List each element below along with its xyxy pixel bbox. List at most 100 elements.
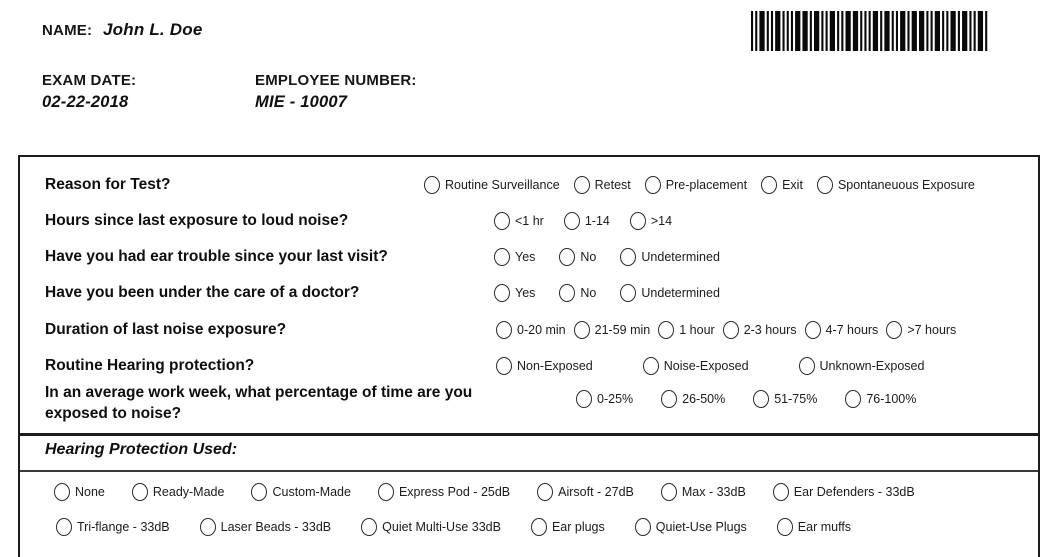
radio-button-icon[interactable]	[642, 357, 659, 375]
radio-button-icon[interactable]	[377, 483, 394, 501]
radio-button-icon[interactable]	[361, 518, 378, 536]
question-row: In an average work week, what percentage…	[20, 381, 1038, 422]
radio-option[interactable]: Express Pod - 25dB	[377, 483, 510, 501]
radio-option[interactable]: <1 hr	[494, 212, 544, 230]
radio-option[interactable]: >14	[629, 212, 672, 230]
radio-option[interactable]: Spontaneuous Exposure	[816, 176, 975, 194]
radio-option[interactable]: 76-100%	[845, 390, 916, 408]
radio-button-icon[interactable]	[131, 483, 148, 501]
radio-option-label: 0-25%	[597, 392, 634, 406]
radio-option[interactable]: 0-20 min	[496, 321, 566, 339]
radio-option[interactable]: Unknown-Exposed	[798, 357, 924, 375]
section-divider-top	[20, 433, 1038, 436]
radio-option[interactable]: 4-7 hours	[804, 321, 878, 339]
radio-button-icon[interactable]	[559, 284, 576, 302]
radio-option[interactable]: 21-59 min	[573, 321, 650, 339]
question-options: Routine Surveillance Retest Pre-placement E…	[424, 167, 975, 203]
radio-option-label: Tri-flange - 33dB	[77, 520, 170, 534]
radio-option[interactable]: >7 hours	[886, 321, 956, 339]
radio-button-icon[interactable]	[56, 518, 72, 536]
radio-button-icon[interactable]	[573, 321, 590, 339]
radio-option[interactable]: Yes	[494, 248, 535, 266]
radio-button-icon[interactable]	[496, 321, 512, 339]
radio-button-icon[interactable]	[753, 390, 770, 408]
radio-option[interactable]: 0-25%	[576, 390, 633, 408]
radio-option-label: Pre-placement	[665, 178, 748, 192]
radio-option[interactable]: 1 hour	[658, 321, 715, 339]
employee-number-label: EMPLOYEE NUMBER:	[255, 72, 417, 89]
radio-option[interactable]: Ear Defenders - 33dB	[772, 483, 915, 501]
radio-button-icon[interactable]	[573, 176, 590, 194]
radio-button-icon[interactable]	[530, 518, 547, 536]
radio-button-icon[interactable]	[494, 284, 510, 302]
employee-number-value: MIE - 10007	[255, 93, 348, 111]
radio-button-icon[interactable]	[644, 176, 661, 194]
question-options: Yes No Undetermined	[494, 275, 720, 311]
radio-option[interactable]: 1-14	[563, 212, 610, 230]
radio-button-icon[interactable]	[620, 248, 637, 266]
radio-option[interactable]: Ear plugs	[530, 518, 605, 536]
radio-option[interactable]: Undetermined	[620, 284, 720, 302]
radio-option[interactable]: Undetermined	[620, 248, 720, 266]
radio-option[interactable]: Pre-placement	[644, 176, 748, 194]
radio-button-icon[interactable]	[496, 357, 512, 375]
radio-button-icon[interactable]	[576, 390, 592, 408]
radio-option[interactable]: Non-Exposed	[496, 357, 593, 375]
radio-option[interactable]: Yes	[494, 284, 535, 302]
question-label: In an average work week, what percentage…	[45, 384, 473, 422]
radio-option-label: Ear muffs	[797, 520, 852, 534]
radio-button-icon[interactable]	[199, 518, 216, 536]
radio-button-icon[interactable]	[886, 321, 903, 339]
radio-button-icon[interactable]	[563, 212, 580, 230]
radio-button-icon[interactable]	[776, 518, 793, 536]
radio-option-label: Max - 33dB	[681, 485, 746, 499]
radio-option-label: <1 hr	[515, 214, 544, 228]
radio-option[interactable]: Quiet-Use Plugs	[634, 518, 747, 536]
radio-option[interactable]: No	[559, 248, 596, 266]
radio-option[interactable]: Ear muffs	[776, 518, 852, 536]
radio-option[interactable]: Max - 33dB	[660, 483, 746, 501]
name-value: John L. Doe	[103, 20, 203, 39]
radio-option-label: Undetermined	[641, 286, 720, 300]
radio-option-label: Yes	[515, 250, 536, 264]
radio-option[interactable]: Laser Beads - 33dB	[199, 518, 331, 536]
radio-button-icon[interactable]	[798, 357, 815, 375]
section-divider-bottom	[20, 470, 1038, 472]
radio-button-icon[interactable]	[620, 284, 637, 302]
radio-button-icon[interactable]	[251, 483, 268, 501]
radio-option[interactable]: 2-3 hours	[722, 321, 797, 339]
radio-option[interactable]: Quiet Multi-Use 33dB	[361, 518, 501, 536]
radio-option[interactable]: Noise-Exposed	[642, 357, 749, 375]
radio-button-icon[interactable]	[660, 483, 677, 501]
radio-option[interactable]: None	[54, 483, 105, 501]
radio-button-icon[interactable]	[658, 321, 675, 339]
radio-option[interactable]: Retest	[573, 176, 631, 194]
radio-option[interactable]: Routine Surveillance	[424, 176, 560, 194]
question-row: Reason for Test? Routine Surveillance Rete…	[20, 167, 1038, 203]
exam-date-label: EXAM DATE:	[42, 72, 137, 89]
radio-button-icon[interactable]	[559, 248, 576, 266]
radio-button-icon[interactable]	[494, 248, 510, 266]
radio-option[interactable]: Airsoft - 27dB	[537, 483, 634, 501]
radio-option[interactable]: 51-75%	[753, 390, 817, 408]
radio-button-icon[interactable]	[424, 176, 440, 194]
radio-button-icon[interactable]	[661, 390, 678, 408]
radio-button-icon[interactable]	[537, 483, 554, 501]
radio-option[interactable]: Custom-Made	[251, 483, 351, 501]
radio-button-icon[interactable]	[772, 483, 789, 501]
radio-button-icon[interactable]	[816, 176, 833, 194]
radio-option[interactable]: No	[559, 284, 596, 302]
question-row: Have you been under the care of a doctor…	[20, 275, 1038, 311]
radio-button-icon[interactable]	[494, 212, 510, 230]
radio-button-icon[interactable]	[634, 518, 651, 536]
radio-option[interactable]: Ready-Made	[131, 483, 224, 501]
radio-button-icon[interactable]	[761, 176, 778, 194]
radio-button-icon[interactable]	[54, 483, 70, 501]
radio-option[interactable]: 26-50%	[661, 390, 725, 408]
radio-button-icon[interactable]	[722, 321, 739, 339]
radio-button-icon[interactable]	[804, 321, 821, 339]
radio-option[interactable]: Exit	[761, 176, 803, 194]
radio-button-icon[interactable]	[845, 390, 862, 408]
radio-option[interactable]: Tri-flange - 33dB	[56, 518, 170, 536]
radio-button-icon[interactable]	[629, 212, 646, 230]
